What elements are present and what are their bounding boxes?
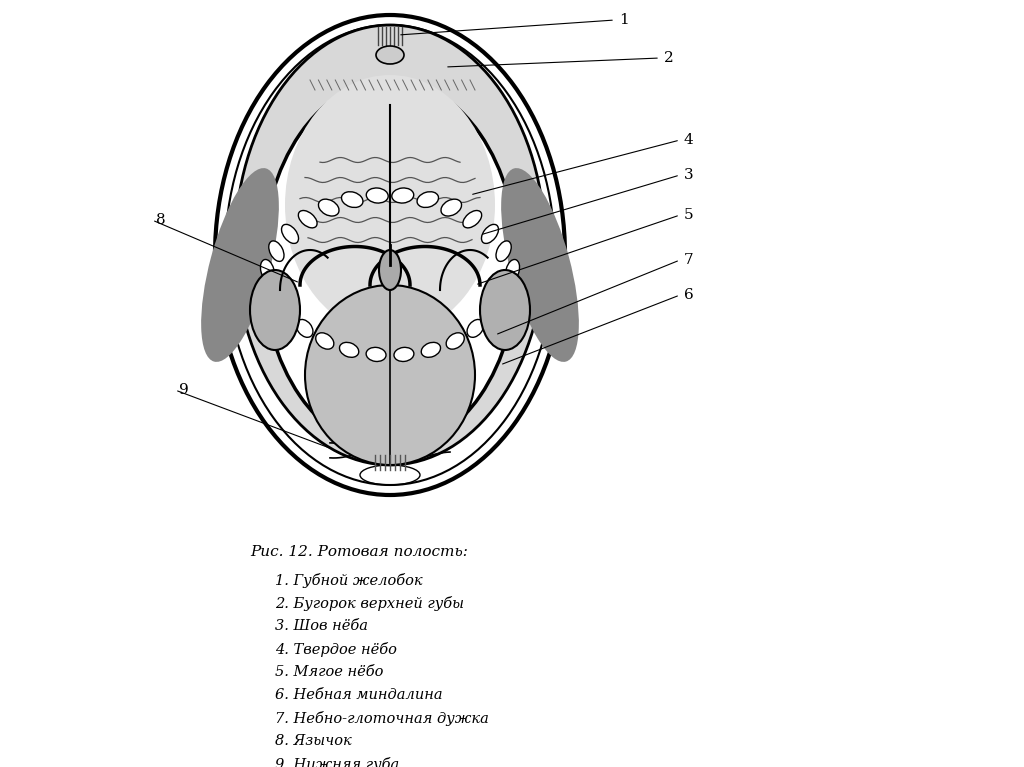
Text: 6. Небная миндалина: 6. Небная миндалина bbox=[275, 688, 442, 702]
Text: 7. Небно-глоточная дужка: 7. Небно-глоточная дужка bbox=[275, 711, 488, 726]
Ellipse shape bbox=[482, 304, 498, 322]
Ellipse shape bbox=[467, 320, 483, 337]
Text: 6: 6 bbox=[684, 288, 693, 302]
Text: 4: 4 bbox=[684, 133, 693, 147]
Ellipse shape bbox=[215, 15, 565, 495]
Ellipse shape bbox=[315, 333, 334, 349]
Text: 4. Твердое нёбо: 4. Твердое нёбо bbox=[275, 642, 397, 657]
Text: 5: 5 bbox=[684, 208, 693, 222]
Text: 1. Губной желобок: 1. Губной желобок bbox=[275, 573, 423, 588]
Ellipse shape bbox=[501, 168, 579, 362]
Ellipse shape bbox=[421, 342, 440, 357]
Ellipse shape bbox=[446, 333, 464, 349]
Ellipse shape bbox=[506, 259, 519, 281]
Text: 8: 8 bbox=[156, 213, 166, 227]
Ellipse shape bbox=[274, 285, 289, 305]
Text: 5. Мягое нёбо: 5. Мягое нёбо bbox=[275, 665, 383, 679]
Ellipse shape bbox=[262, 80, 517, 450]
Ellipse shape bbox=[282, 225, 299, 243]
Text: 2: 2 bbox=[664, 51, 674, 65]
Text: 1: 1 bbox=[618, 13, 629, 27]
Text: 8. Язычок: 8. Язычок bbox=[275, 734, 352, 748]
Ellipse shape bbox=[260, 259, 274, 281]
Ellipse shape bbox=[379, 250, 401, 290]
Text: 3. Шов нёба: 3. Шов нёба bbox=[275, 619, 368, 633]
Ellipse shape bbox=[298, 210, 317, 228]
Ellipse shape bbox=[340, 342, 358, 357]
Ellipse shape bbox=[285, 75, 495, 335]
Ellipse shape bbox=[496, 241, 511, 262]
Text: 2. Бугорок верхней губы: 2. Бугорок верхней губы bbox=[275, 596, 464, 611]
Ellipse shape bbox=[341, 192, 362, 207]
Ellipse shape bbox=[234, 25, 545, 465]
Text: Рис. 12. Ротовая полость:: Рис. 12. Ротовая полость: bbox=[250, 545, 468, 559]
Ellipse shape bbox=[480, 270, 530, 350]
Ellipse shape bbox=[441, 199, 462, 216]
Ellipse shape bbox=[394, 347, 414, 361]
Ellipse shape bbox=[305, 285, 475, 465]
Text: 9. Нижняя губа: 9. Нижняя губа bbox=[275, 757, 399, 767]
Ellipse shape bbox=[492, 285, 506, 305]
Ellipse shape bbox=[367, 347, 386, 361]
Ellipse shape bbox=[417, 192, 438, 207]
Ellipse shape bbox=[268, 241, 284, 262]
Ellipse shape bbox=[463, 210, 481, 228]
Ellipse shape bbox=[376, 46, 404, 64]
Ellipse shape bbox=[481, 225, 499, 243]
Ellipse shape bbox=[250, 270, 300, 350]
Ellipse shape bbox=[201, 168, 279, 362]
Ellipse shape bbox=[392, 188, 414, 203]
Ellipse shape bbox=[367, 188, 388, 203]
Text: 9: 9 bbox=[179, 383, 188, 397]
Ellipse shape bbox=[283, 304, 298, 322]
Text: 7: 7 bbox=[684, 253, 693, 267]
Ellipse shape bbox=[318, 199, 339, 216]
Text: 3: 3 bbox=[684, 168, 693, 182]
Ellipse shape bbox=[296, 320, 313, 337]
